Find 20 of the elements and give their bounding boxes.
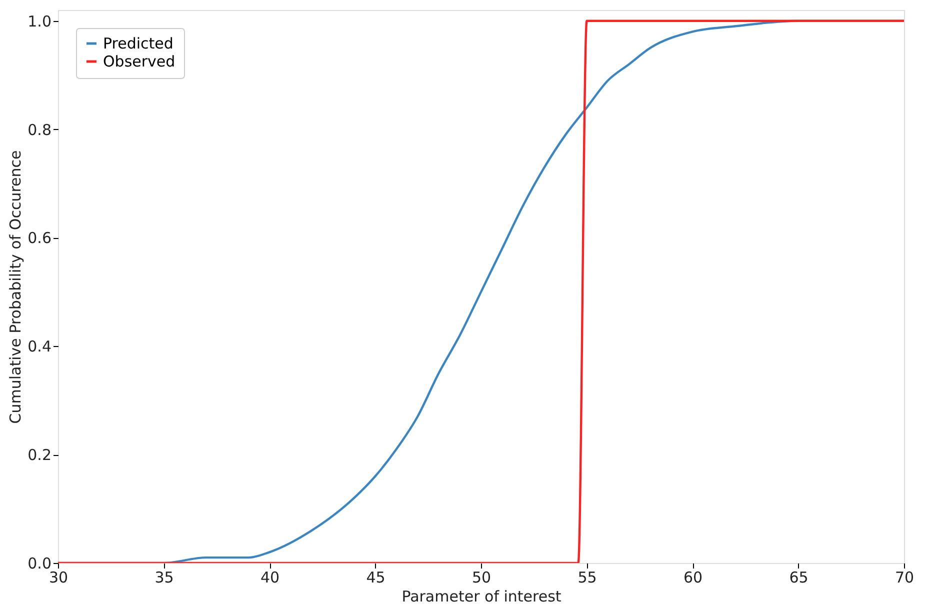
- legend-label: Predicted: [103, 34, 174, 52]
- x-tick-label: 50: [472, 568, 492, 586]
- legend-label: Observed: [103, 52, 176, 70]
- x-tick-label: 55: [578, 568, 597, 586]
- y-tick-label: 1.0: [28, 12, 52, 30]
- x-tick-label: 70: [894, 568, 914, 586]
- x-tick-label: 35: [154, 568, 174, 586]
- x-tick-label: 65: [789, 568, 808, 586]
- y-tick-label: 0.0: [28, 554, 52, 572]
- y-tick-label: 0.8: [28, 120, 52, 139]
- x-tick-label: 30: [48, 568, 68, 586]
- y-axis-title: Cumulative Probability of Occurence: [6, 150, 25, 424]
- line-series: [58, 20, 904, 563]
- y-tick-label: 0.6: [28, 229, 52, 248]
- x-tick-label: 60: [683, 568, 703, 586]
- x-tick-label: 40: [260, 568, 280, 586]
- x-tick-label: 45: [366, 568, 386, 586]
- y-tick-label: 0.4: [28, 338, 52, 356]
- y-tick-label: 0.2: [28, 446, 52, 464]
- x-axis-title: Parameter of interest: [402, 588, 562, 606]
